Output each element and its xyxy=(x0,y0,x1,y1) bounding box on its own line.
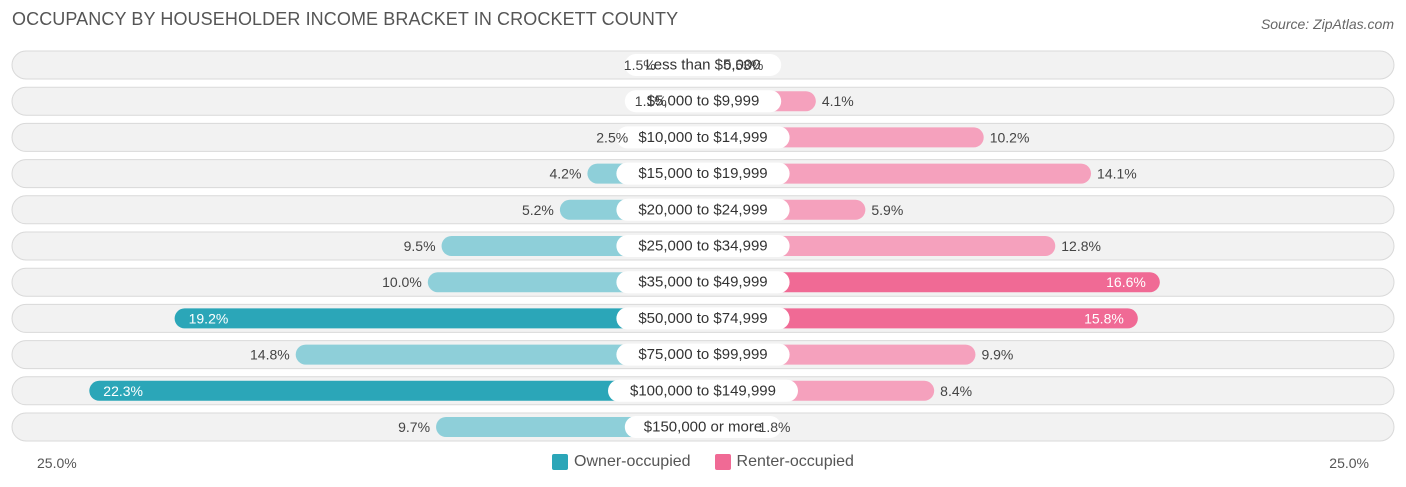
renter-value-label: 15.8% xyxy=(1084,310,1124,326)
axis-label-right: 25.0% xyxy=(1329,455,1369,471)
renter-value-label: 10.2% xyxy=(990,129,1030,145)
category-label: $25,000 to $34,999 xyxy=(638,238,767,255)
source-label: Source: ZipAtlas.com xyxy=(1260,16,1394,32)
category-label: $35,000 to $49,999 xyxy=(638,274,767,291)
category-label: $75,000 to $99,999 xyxy=(638,346,767,363)
renter-value-label: 0.53% xyxy=(724,57,764,73)
category-label-bg xyxy=(616,198,790,221)
renter-value-label: 14.1% xyxy=(1097,166,1137,182)
owner-value-label: 10.0% xyxy=(382,274,422,290)
category-label: $5,000 to $9,999 xyxy=(647,93,760,110)
owner-value-label: 19.2% xyxy=(189,310,229,326)
category-label: $15,000 to $19,999 xyxy=(638,165,767,182)
category-label: $150,000 or more xyxy=(644,419,762,436)
renter-value-label: 16.6% xyxy=(1106,274,1146,290)
category-label-bg xyxy=(616,271,790,294)
category-label: Less than $5,000 xyxy=(645,57,760,74)
renter-bar xyxy=(703,236,1056,256)
legend-label-owner: Owner-occupied xyxy=(574,453,691,470)
category-label: $50,000 to $74,999 xyxy=(638,310,767,327)
renter-value-label: 9.9% xyxy=(981,347,1013,363)
owner-value-label: 1.5% xyxy=(624,57,656,73)
chart-title: OCCUPANCY BY HOUSEHOLDER INCOME BRACKET … xyxy=(12,9,679,29)
category-label-bg xyxy=(616,343,790,366)
category-label-bg xyxy=(624,416,782,438)
owner-value-label: 9.5% xyxy=(404,238,436,254)
legend-label-renter: Renter-occupied xyxy=(736,453,854,470)
legend-swatch-renter xyxy=(714,454,731,470)
owner-bar xyxy=(295,344,703,365)
owner-bar xyxy=(174,308,704,329)
category-label-bg xyxy=(624,90,782,113)
renter-value-label: 4.1% xyxy=(822,93,854,109)
legend-item-renter: Renter-occupied xyxy=(714,453,854,471)
category-label: $10,000 to $14,999 xyxy=(638,129,767,146)
legend: Owner-occupied Renter-occupied xyxy=(0,453,1406,471)
category-label-bg xyxy=(616,307,790,330)
renter-bar xyxy=(703,272,1160,293)
category-label-bg xyxy=(608,379,798,402)
category-label: $20,000 to $24,999 xyxy=(638,201,767,218)
owner-value-label: 4.2% xyxy=(549,166,581,182)
renter-value-label: 5.9% xyxy=(871,202,903,218)
legend-swatch-owner xyxy=(552,454,569,470)
category-label-bg xyxy=(616,162,790,185)
owner-value-label: 9.7% xyxy=(398,419,430,435)
category-label-bg xyxy=(616,126,790,149)
renter-value-label: 12.8% xyxy=(1061,238,1101,254)
legend-item-owner: Owner-occupied xyxy=(552,453,691,471)
axis-label-left: 25.0% xyxy=(37,455,77,471)
owner-value-label: 5.2% xyxy=(522,202,554,218)
owner-value-label: 22.3% xyxy=(103,383,143,399)
owner-value-label: 14.8% xyxy=(250,347,290,363)
owner-value-label: 2.5% xyxy=(596,129,628,145)
renter-value-label: 1.8% xyxy=(759,419,791,435)
category-label-bg xyxy=(616,235,790,257)
category-label: $100,000 to $149,999 xyxy=(630,382,776,399)
renter-value-label: 8.4% xyxy=(940,383,972,399)
owner-bar xyxy=(89,380,703,401)
renter-bar xyxy=(703,308,1138,329)
category-label-bg xyxy=(624,54,782,76)
owner-value-label: 1.1% xyxy=(635,93,667,109)
renter-bar xyxy=(703,163,1092,184)
